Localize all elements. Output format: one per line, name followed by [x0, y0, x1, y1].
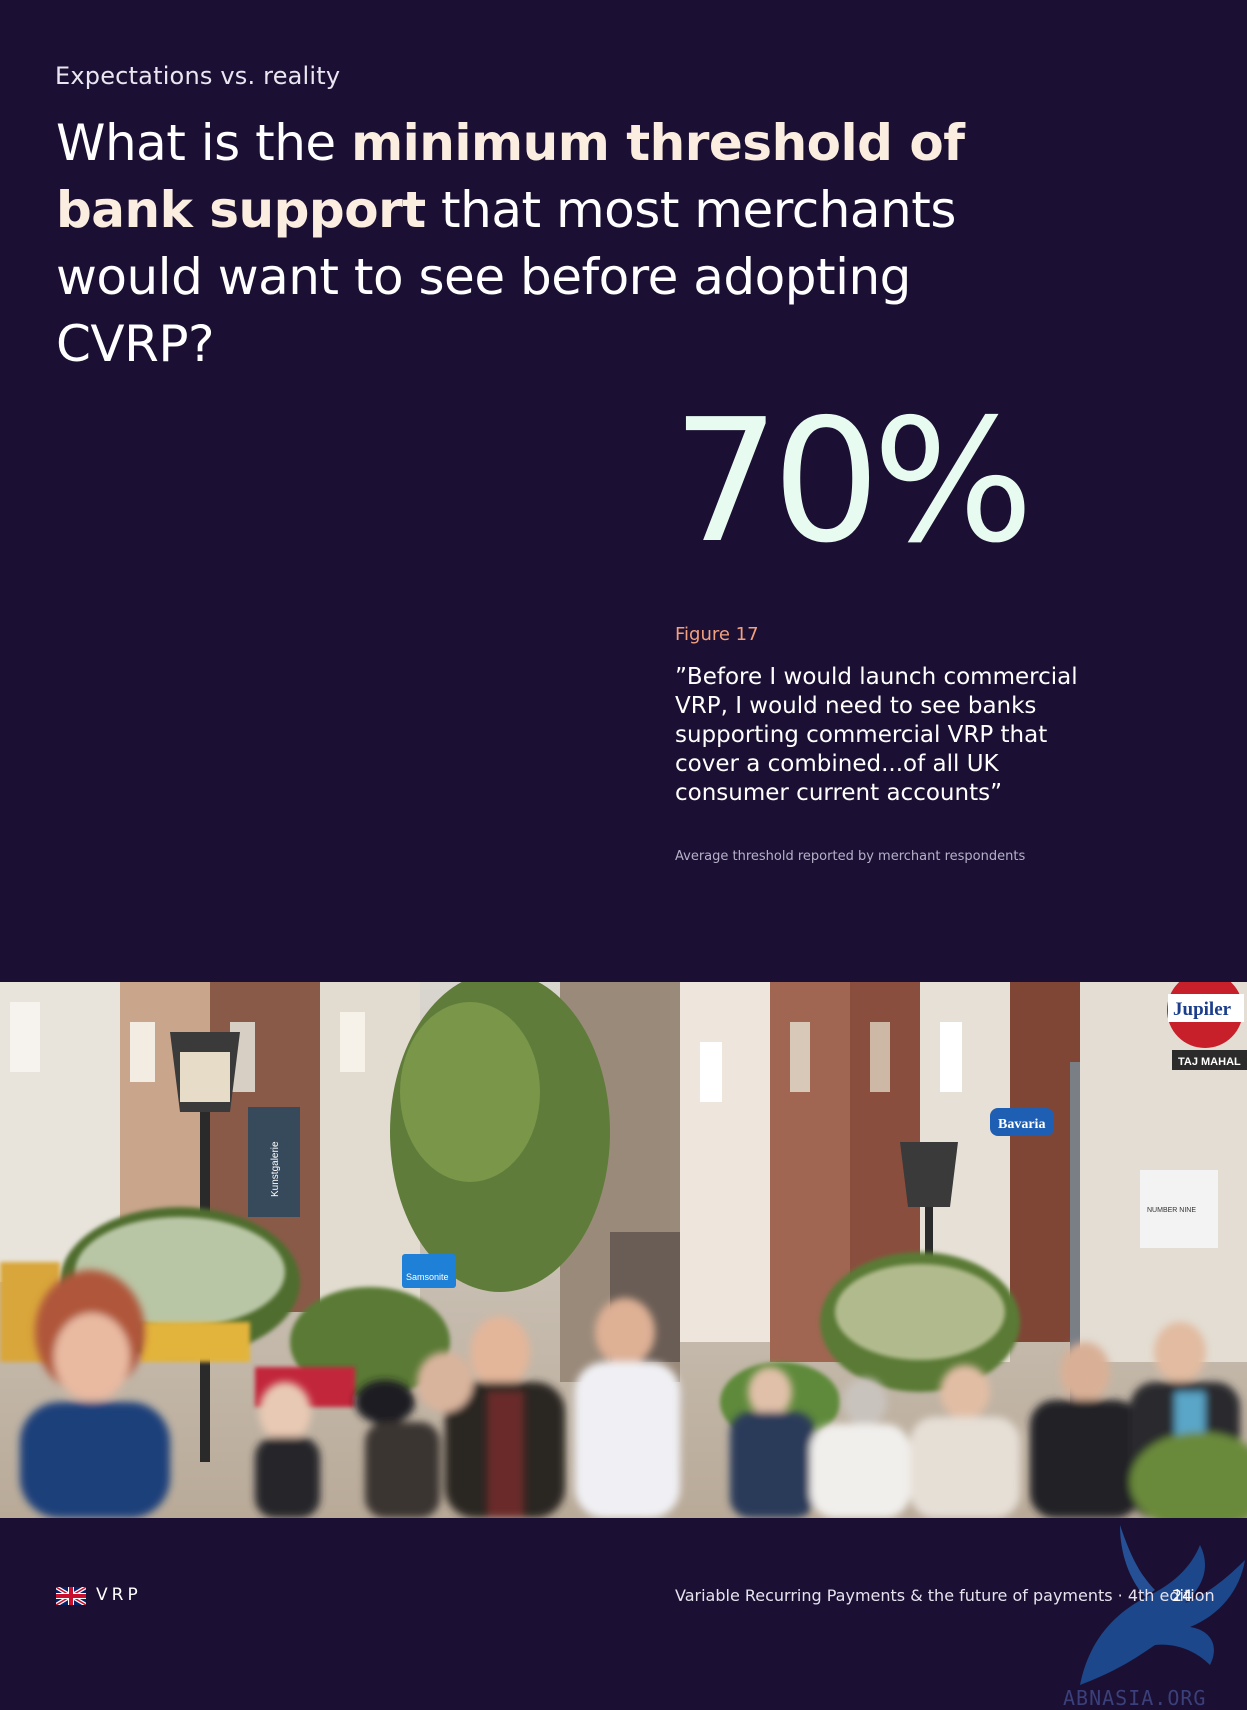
page-headline: What is the minimum threshold of bank su…	[56, 110, 1016, 378]
figure-quote: ”Before I would launch commercial VRP, I…	[675, 664, 1078, 806]
sign-samsonite: Samsonite	[406, 1272, 449, 1282]
sign-kunstgalerie: Kunstgalerie	[270, 1141, 281, 1197]
watermark-logo-icon	[1080, 1525, 1245, 1685]
stat-value: 70%	[672, 383, 1034, 581]
uk-flag-icon	[56, 1587, 86, 1605]
sign-bavaria: Bavaria	[998, 1117, 1045, 1132]
figure-footnote: Average threshold reported by merchant r…	[675, 849, 1026, 864]
footer-page-number: 24	[1172, 1586, 1193, 1605]
figure-label: Figure 17	[675, 624, 759, 645]
headline-emphasis: minimum threshold of bank support	[56, 114, 965, 239]
footer-report-title: Variable Recurring Payments & the future…	[675, 1586, 1215, 1605]
sign-number-nine: NUMBER NINE	[1147, 1207, 1196, 1214]
section-eyebrow: Expectations vs. reality	[55, 62, 341, 90]
sign-jupiler: Jupiler	[1173, 999, 1232, 1020]
headline-part-1: What is the	[56, 114, 352, 172]
sign-taj-mahal: TAJ MAHAL	[1178, 1056, 1241, 1068]
street-photo: Jupiler TAJ MAHAL Bavaria Samsonite Kuns…	[0, 982, 1247, 1518]
watermark-text: ABNASIA.ORG	[1063, 1686, 1207, 1710]
footer-brand: VRP	[96, 1585, 142, 1605]
headline-part-2: that most merchants would want to see be…	[56, 181, 956, 373]
